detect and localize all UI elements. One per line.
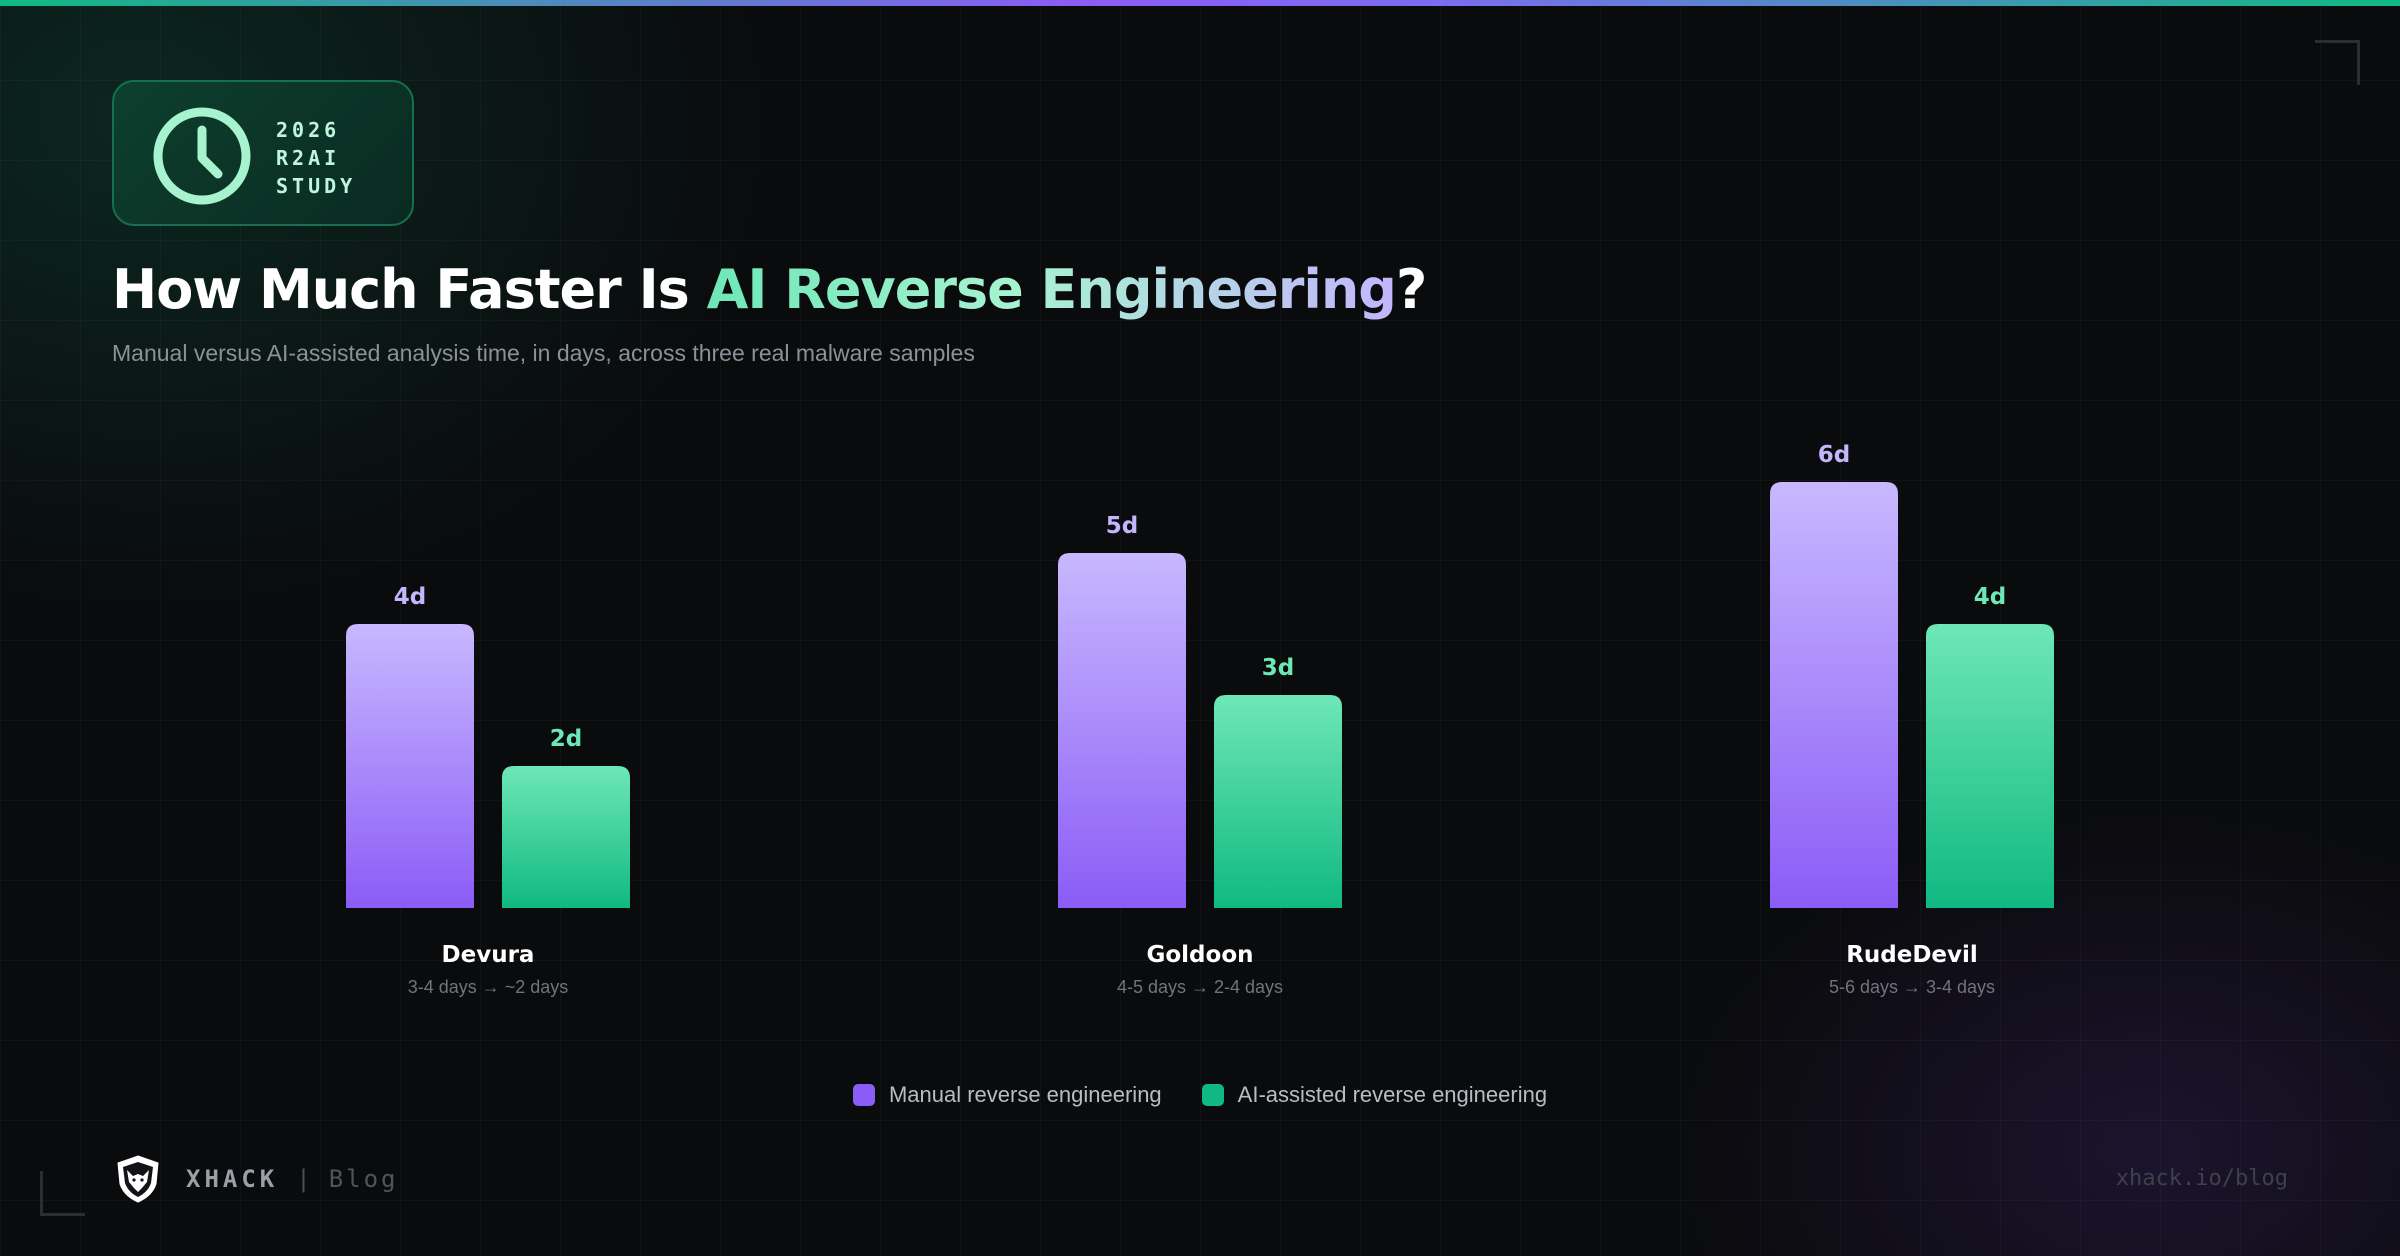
- title-prefix: How Much Faster Is: [112, 258, 707, 321]
- legend-item-manual: Manual reverse engineering: [852, 1082, 1162, 1108]
- bar-label-manual-goldoon: 5d: [1106, 513, 1138, 539]
- category-note-rudedevil: 5-6 days → 3-4 days: [1829, 977, 1995, 997]
- top-accent-bar: [0, 0, 2400, 6]
- legend-label-ai: AI-assisted reverse engineering: [1237, 1082, 1548, 1107]
- footer-brand-separator: |: [296, 1165, 311, 1193]
- badge-text: 2026 R2AI STUDY: [276, 116, 356, 200]
- footer-brand: XHACK | Blog: [114, 1154, 399, 1204]
- footer-url: xhack.io/blog: [2115, 1166, 2288, 1191]
- bar-label-manual-devura: 4d: [394, 584, 426, 610]
- bar-label-ai-goldoon: 3d: [1262, 655, 1294, 681]
- clock-icon: [153, 107, 251, 205]
- corner-bracket-top-right: [2315, 40, 2360, 85]
- badge-line-name: R2AI: [276, 146, 341, 170]
- category-label-rudedevil: RudeDevil: [1846, 942, 1978, 968]
- category-label-devura: Devura: [442, 942, 535, 968]
- chart-legend: Manual reverse engineering AI-assisted r…: [0, 1082, 2400, 1108]
- badge-line-study: STUDY: [276, 174, 357, 198]
- footer-brand-sub: Blog: [328, 1165, 399, 1193]
- category-note-goldoon: 4-5 days → 2-4 days: [1117, 977, 1283, 997]
- bar-label-ai-rudedevil: 4d: [1974, 584, 2006, 610]
- bar-ai-devura: [502, 766, 630, 908]
- title-highlight: AI Reverse Engineering: [706, 258, 1397, 321]
- badge-line-year: 2026: [276, 118, 341, 142]
- corner-bracket-bottom-left: [40, 1171, 85, 1216]
- bar-manual-rudedevil: [1770, 482, 1898, 908]
- title-suffix: ?: [1395, 258, 1427, 321]
- bar-label-manual-rudedevil: 6d: [1818, 442, 1850, 468]
- bar-ai-rudedevil: [1926, 624, 2054, 908]
- page-subtitle: Manual versus AI-assisted analysis time,…: [112, 340, 975, 366]
- bar-manual-devura: [346, 624, 474, 908]
- category-label-goldoon: Goldoon: [1146, 942, 1253, 968]
- bar-label-ai-devura: 2d: [550, 726, 582, 752]
- page-title: How Much Faster Is AI Reverse Engineerin…: [112, 258, 1427, 321]
- bar-ai-goldoon: [1214, 695, 1342, 908]
- legend-swatch-manual: [852, 1084, 875, 1106]
- legend-item-ai: AI-assisted reverse engineering: [1201, 1082, 1548, 1108]
- study-badge: 2026 R2AI STUDY: [112, 80, 414, 226]
- legend-label-manual: Manual reverse engineering: [888, 1082, 1162, 1107]
- wolf-shield-icon: [117, 1155, 159, 1203]
- bar-manual-goldoon: [1058, 553, 1186, 908]
- category-note-devura: 3-4 days → ~2 days: [408, 977, 569, 997]
- legend-swatch-ai: [1201, 1084, 1224, 1106]
- footer-brand-name: XHACK: [186, 1165, 279, 1193]
